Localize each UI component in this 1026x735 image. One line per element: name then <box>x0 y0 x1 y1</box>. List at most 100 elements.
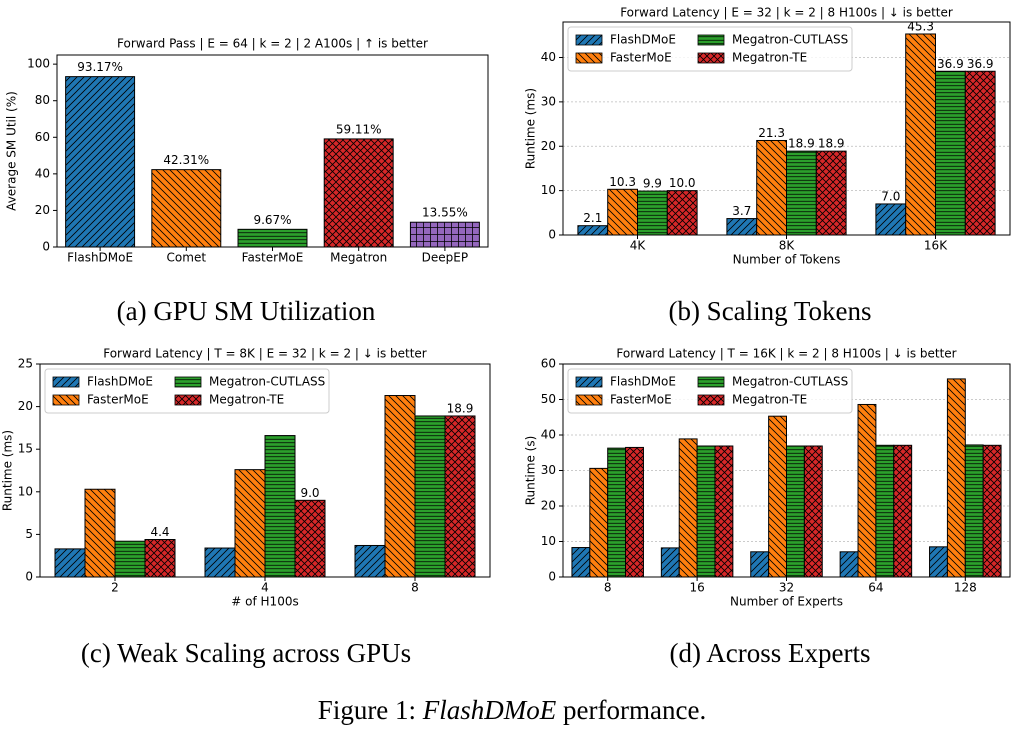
plot-frame <box>562 21 1011 236</box>
value-label: 21.3 <box>758 126 785 140</box>
legend-swatch <box>52 394 80 406</box>
y-axis-label: Runtime (s) <box>524 436 538 506</box>
y-tick-label: 60 <box>35 130 50 144</box>
bar <box>935 70 966 236</box>
y-tick-label: 20 <box>35 203 50 217</box>
bar <box>875 444 895 578</box>
bar <box>768 415 787 578</box>
legend-label: Megatron-TE <box>732 393 807 407</box>
bar <box>607 447 627 578</box>
y-tick-label: 0 <box>548 228 556 242</box>
legend-box <box>44 368 330 414</box>
y-tick-label: 100 <box>27 57 50 71</box>
legend-swatch <box>697 394 725 406</box>
x-tick-label: 4K <box>630 239 647 253</box>
bar <box>696 445 716 578</box>
caption-emphasis: FlashDMoE <box>422 695 557 725</box>
legend-label: FlashDMoE <box>87 375 153 389</box>
legend-box <box>567 26 853 72</box>
bar <box>294 499 326 578</box>
x-tick-label: 32 <box>779 581 794 595</box>
value-label: 2.1 <box>583 211 602 225</box>
bar <box>982 444 1002 578</box>
bar <box>144 539 176 578</box>
bar <box>264 435 296 578</box>
legend-swatch <box>575 34 603 46</box>
bar <box>786 150 817 236</box>
x-tick-label: 8 <box>411 581 419 595</box>
y-tick-label: 15 <box>18 442 33 456</box>
legend-label: FasterMoE <box>610 51 672 65</box>
bar <box>444 415 476 578</box>
bar <box>384 395 416 578</box>
value-label: 7.0 <box>881 189 900 203</box>
legend-swatch <box>575 52 603 64</box>
value-label: 10.3 <box>609 175 636 189</box>
y-tick-label: 40 <box>35 166 50 180</box>
value-label: 18.9 <box>788 137 815 151</box>
plot-frame <box>562 363 1011 578</box>
legend-swatch <box>575 376 603 388</box>
value-label: 36.9 <box>967 57 994 71</box>
x-tick-label: DeepEP <box>422 251 468 265</box>
y-tick-label: 40 <box>541 428 556 442</box>
value-label: 9.9 <box>643 177 662 191</box>
subfigure-caption: (a) GPU SM Utilization <box>117 296 376 326</box>
y-tick-label: 50 <box>541 392 556 406</box>
y-axis-label: Runtime (ms) <box>524 88 538 169</box>
x-tick-label: 64 <box>868 581 883 595</box>
bar <box>409 221 480 248</box>
y-tick-label: 0 <box>548 570 556 584</box>
value-label: 93.17% <box>77 60 123 74</box>
bar <box>625 446 644 578</box>
bar <box>84 488 116 578</box>
bar <box>589 467 609 578</box>
legend-label: Megatron-CUTLASS <box>732 375 848 389</box>
legend-label: FasterMoE <box>87 393 149 407</box>
caption-suffix: performance. <box>563 695 706 725</box>
x-tick-label: 16 <box>689 581 704 595</box>
bar <box>666 190 698 236</box>
value-label: 45.3 <box>907 19 934 33</box>
legend-label: FasterMoE <box>610 393 672 407</box>
bar <box>323 138 394 248</box>
legend-label: FlashDMoE <box>610 375 676 389</box>
y-tick-label: 40 <box>541 50 556 64</box>
bar <box>414 415 446 578</box>
bar <box>678 438 698 578</box>
bar <box>750 551 770 578</box>
value-label: 42.31% <box>163 153 209 167</box>
legend-label: Megatron-CUTLASS <box>209 375 325 389</box>
bar <box>151 169 222 248</box>
chart-title: Forward Pass | E = 64 | k = 2 | 2 A100s … <box>117 37 428 51</box>
legend-swatch <box>697 34 725 46</box>
bar <box>839 551 859 578</box>
y-tick-label: 20 <box>541 139 556 153</box>
bar <box>964 444 984 578</box>
x-axis-label: Number of Tokens <box>733 253 841 267</box>
x-axis-label: Number of Experts <box>730 595 843 609</box>
bar <box>786 445 805 578</box>
bar <box>857 403 877 578</box>
figure-caption: Figure 1: FlashDMoE performance. <box>318 695 706 725</box>
bar <box>893 444 913 578</box>
y-tick-label: 20 <box>18 399 33 413</box>
legend-label: Megatron-CUTLASS <box>732 33 848 47</box>
y-tick-label: 10 <box>541 534 556 548</box>
value-label: 59.11% <box>336 122 382 136</box>
bar <box>714 445 734 578</box>
y-tick-label: 80 <box>35 93 50 107</box>
legend-swatch <box>575 394 603 406</box>
x-tick-label: 8K <box>779 239 796 253</box>
chart-title: Forward Latency | E = 32 | k = 2 | 8 H10… <box>620 6 953 20</box>
x-tick-label: 8 <box>604 581 612 595</box>
bar <box>607 188 639 236</box>
bar <box>65 76 136 248</box>
caption-prefix: Figure 1: <box>318 695 416 725</box>
bar <box>946 378 966 578</box>
x-axis-label: # of H100s <box>231 595 298 609</box>
x-tick-label: FasterMoE <box>242 251 304 265</box>
chart-title: Forward Latency | T = 8K | E = 32 | k = … <box>103 347 427 361</box>
